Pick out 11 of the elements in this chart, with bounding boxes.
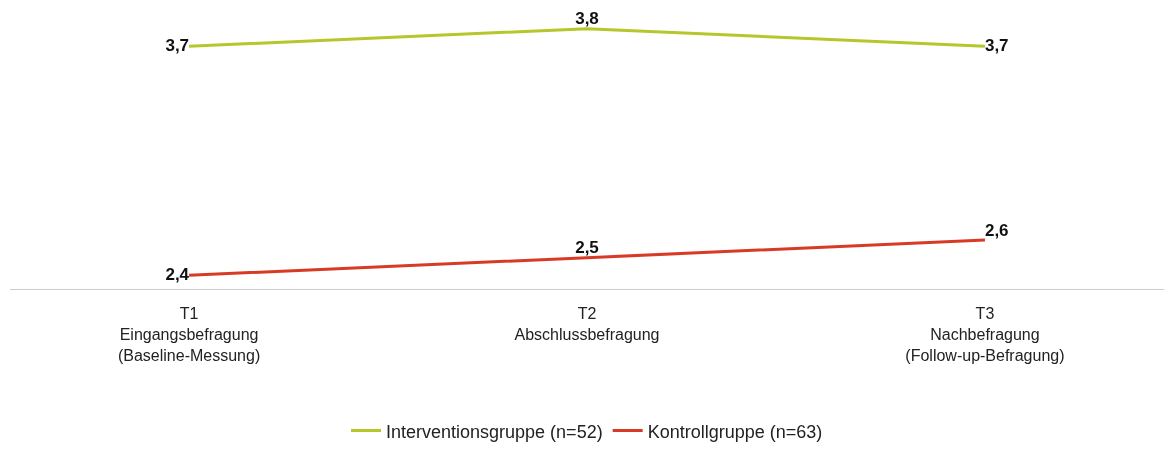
- data-label: 2,4: [165, 264, 190, 284]
- data-label: 2,5: [575, 238, 599, 258]
- x-tick-label: T3 Nachbefragung (Follow-up-Befragung): [905, 305, 1065, 364]
- data-label: 3,8: [575, 9, 599, 29]
- data-label: 2,6: [984, 220, 1009, 240]
- x-tick-label: T2 Abschlussbefragung: [514, 305, 660, 343]
- data-label: 3,7: [984, 35, 1009, 55]
- legend-label: Kontrollgruppe (n=63): [647, 421, 823, 442]
- legend-label: Interventionsgruppe (n=52): [386, 421, 603, 442]
- x-tick-label: T1 Eingangsbefragung (Baseline-Messung): [117, 305, 261, 364]
- data-label: 3,7: [165, 35, 190, 55]
